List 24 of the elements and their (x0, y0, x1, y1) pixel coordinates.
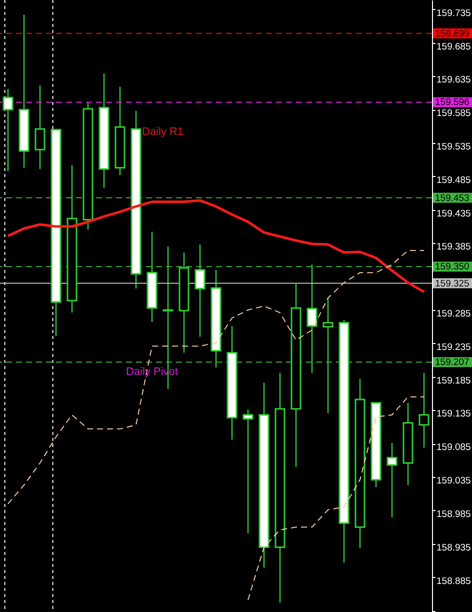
y-tick-label: 159.435 (436, 208, 471, 220)
y-tick-label: 159.035 (436, 476, 471, 487)
y-tick-label: 159.085 (436, 442, 471, 454)
ref-line-label: 159.596 (435, 97, 470, 108)
y-tick-label: 158.935 (436, 542, 471, 554)
annotation: Daily R1 (142, 126, 184, 138)
y-tick-label: 159.585 (436, 108, 471, 120)
y-tick-label: 159.135 (436, 408, 471, 420)
y-tick-label: 158.885 (436, 576, 471, 587)
y-tick-label: 159.635 (436, 74, 471, 86)
y-tick-label: 159.535 (436, 141, 471, 152)
y-tick-label: 159.485 (436, 174, 471, 186)
y-tick-label: 159.235 (436, 342, 471, 353)
y-tick-label: 159.285 (436, 308, 471, 320)
ref-line-label: 159.350 (435, 262, 470, 273)
y-tick-label: 158.985 (436, 508, 471, 520)
ref-line-label: 159.325 (435, 278, 470, 290)
ref-line-label: 159.453 (435, 192, 470, 204)
ref-line-label: 159.699 (435, 28, 470, 40)
y-tick-label: 159.185 (436, 375, 471, 386)
ref-line-label: 159.207 (435, 357, 470, 368)
y-tick-label: 159.685 (436, 41, 471, 52)
y-tick-label: 159.385 (436, 242, 471, 253)
y-tick-label: 159.735 (436, 8, 471, 19)
